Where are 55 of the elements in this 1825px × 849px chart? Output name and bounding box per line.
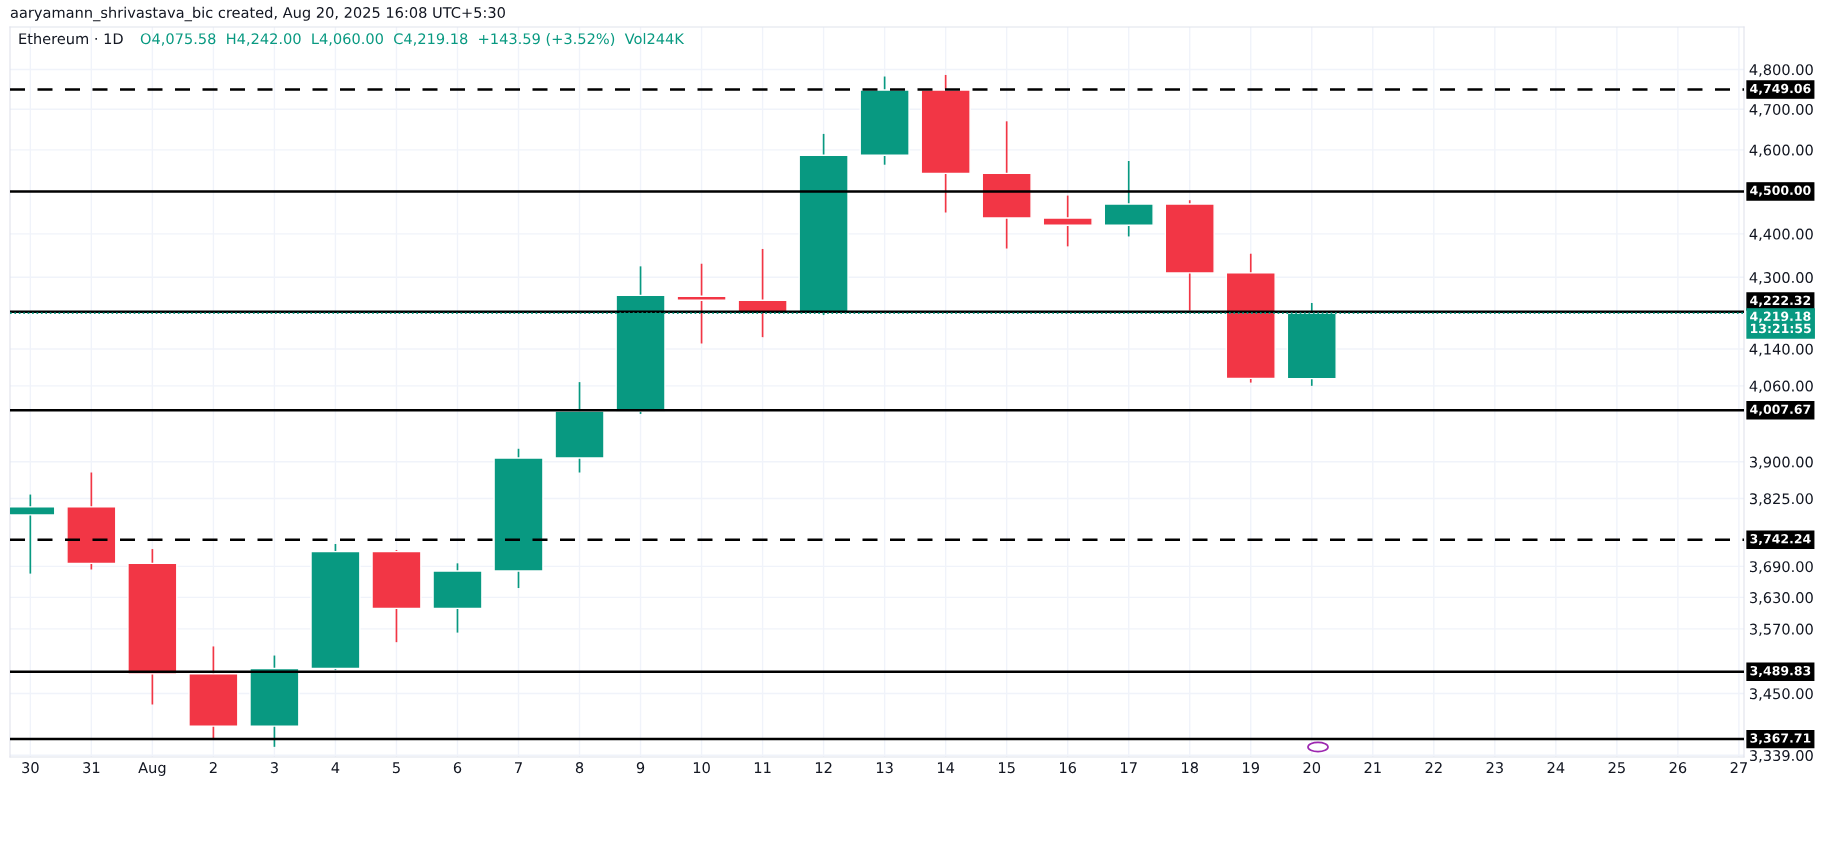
y-tick-label: 4,140.00 <box>1749 343 1813 357</box>
x-tick-label: 30 <box>22 762 39 774</box>
x-tick-label: 24 <box>1547 762 1565 773</box>
ref-line-label: 4,222.32 <box>1750 295 1811 307</box>
y-tick-label: 4,060.00 <box>1749 380 1813 394</box>
x-tick-label: 27 <box>1730 762 1747 773</box>
y-tick-label: 3,690.00 <box>1749 561 1813 574</box>
x-tick-label: Aug <box>138 762 166 776</box>
x-tick-label: 12 <box>815 762 832 773</box>
x-tick-label: 4 <box>331 762 340 773</box>
y-tick-label: 4,300.00 <box>1749 272 1813 285</box>
x-tick-label: 10 <box>693 762 710 774</box>
x-tick-label: 21 <box>1364 762 1381 773</box>
x-tick-label: 26 <box>1669 762 1687 774</box>
y-tick-label: 4,400.00 <box>1749 228 1813 242</box>
x-tick-label: 13 <box>876 762 893 774</box>
text: aaryamann_shrivastava_bic created, Aug 20, 2025 16:08 UTC+5:30 <box>10 6 505 22</box>
x-tick-label: 31 <box>83 762 100 774</box>
x-tick-label: 23 <box>1486 762 1503 774</box>
y-tick-label: 4,800.00 <box>1749 64 1813 77</box>
x-tick-label: 20 <box>1303 762 1321 774</box>
chart-subtitle: O4,075.58 H4,242.00 L4,060.00 C4,219.18 +143.59 (+3.52%) Vol244K <box>140 32 685 46</box>
y-tick-label: 3,825.00 <box>1749 493 1813 506</box>
y-tick-label: 3,339.00 <box>1749 750 1813 763</box>
y-tick-label: 3,900.00 <box>1749 456 1813 470</box>
x-tick-label: 17 <box>1121 762 1137 773</box>
x-tick-label: 11 <box>754 762 771 773</box>
x-tick-label: 5 <box>392 762 400 774</box>
ref-line-label: 4,007.67 <box>1750 404 1811 416</box>
x-tick-label: 7 <box>515 762 522 773</box>
ref-line-label: 3,367.71 <box>1750 733 1811 745</box>
chart-title: Ethereum · 1D <box>19 32 123 45</box>
ref-line-label: 4,749.06 <box>1750 83 1811 95</box>
x-tick-label: 15 <box>998 762 1015 774</box>
x-tick-label: 6 <box>453 762 462 774</box>
ref-line-label: 4,500.00 <box>1750 185 1811 197</box>
y-tick-label: 3,630.00 <box>1749 592 1813 605</box>
x-tick-label: 22 <box>1425 762 1442 773</box>
x-tick-label: 9 <box>636 762 645 774</box>
x-tick-label: 8 <box>575 762 584 774</box>
y-tick-label: 3,570.00 <box>1749 623 1813 637</box>
y-tick-label: 4,600.00 <box>1749 144 1813 158</box>
ref-line-label: 4,219.18 13:21:55 <box>1750 311 1811 334</box>
ref-line-label: 3,742.24 <box>1750 534 1811 546</box>
y-tick-label: 4,700.00 <box>1749 103 1813 117</box>
x-tick-label: 14 <box>937 762 955 773</box>
ref-line-label: 3,489.83 <box>1750 665 1811 678</box>
x-tick-label: 18 <box>1182 762 1199 774</box>
y-tick-label: 3,450.00 <box>1749 688 1813 701</box>
x-tick-label: 25 <box>1608 762 1625 774</box>
x-tick-label: 19 <box>1243 762 1259 774</box>
x-tick-label: 2 <box>209 762 217 773</box>
x-tick-label: 16 <box>1060 762 1077 774</box>
x-tick-label: 3 <box>270 762 278 774</box>
candlestick <box>676 262 727 345</box>
